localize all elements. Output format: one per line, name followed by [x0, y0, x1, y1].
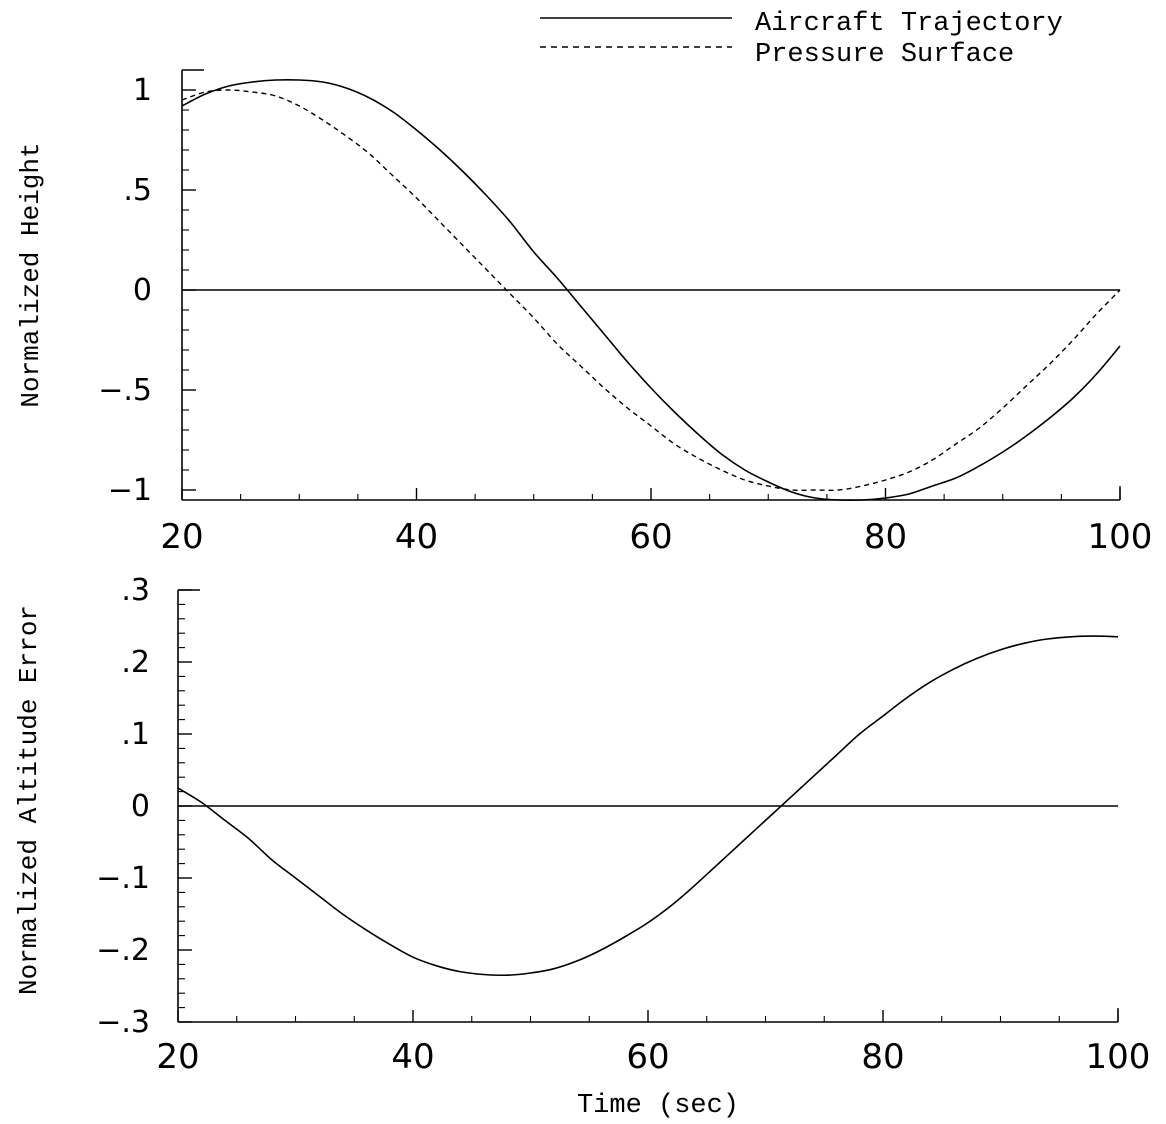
y-tick-label: .5: [123, 173, 152, 208]
series-line-altitude-error: [177, 635, 1119, 977]
y-tick-label: −.1: [96, 861, 150, 896]
x-tick-label: 20: [160, 517, 203, 557]
y-tick-label: .1: [121, 717, 150, 752]
x-tick-label: 80: [864, 517, 907, 557]
top-panel-normalized-height: 1 .5 0 −.5 −120 40 60 80 100 Normalized Height: [16, 69, 1153, 557]
x-tick-label: 60: [629, 517, 672, 557]
y-tick-label: .3: [121, 573, 150, 608]
legend: Aircraft Trajectory Pressure Surface: [540, 9, 1063, 70]
x-tick-label: 20: [156, 1037, 199, 1077]
x-tick-label: 60: [626, 1037, 669, 1077]
y-axis-label: Normalized Altitude Error: [14, 605, 44, 995]
series-line-aircraft-trajectory: [181, 78, 1121, 502]
x-axis-label: Time (sec): [577, 1091, 739, 1121]
y-tick-label: −.3: [96, 1005, 150, 1040]
y-tick-label: 0: [131, 789, 150, 824]
bottom-panel-normalized-altitude-error: .3 .2 .1 0 −.1 −.2 −.320 40 60 80 100 Normalized Al…: [14, 573, 1150, 1121]
y-tick-label: −.2: [96, 933, 150, 968]
x-tick-label: 40: [391, 1037, 434, 1077]
x-tick-label: 100: [1086, 1037, 1151, 1077]
y-tick-label: 1: [133, 73, 152, 108]
x-tick-label: 100: [1088, 517, 1153, 557]
legend-label-pressure-surface: Pressure Surface: [755, 40, 1014, 70]
y-tick-label: −.5: [98, 373, 152, 408]
legend-label-aircraft-trajectory: Aircraft Trajectory: [755, 9, 1063, 39]
series-line-pressure-surface: [181, 89, 1121, 492]
x-tick-label: 40: [395, 517, 438, 557]
y-tick-label: 0: [133, 273, 152, 308]
x-tick-label: 80: [861, 1037, 904, 1077]
y-tick-label: .2: [121, 645, 150, 680]
y-tick-label: −1: [108, 473, 152, 508]
y-axis-label: Normalized Height: [16, 142, 46, 407]
